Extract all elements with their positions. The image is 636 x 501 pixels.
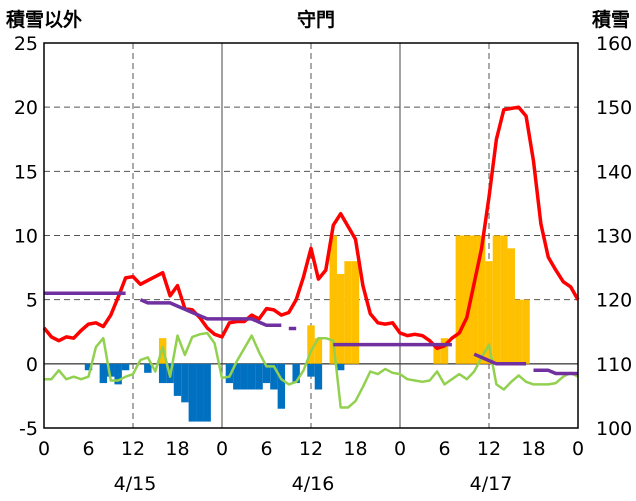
bar [233,363,241,390]
bar [455,235,464,364]
x-tick-label: 0 [394,438,406,460]
bar [262,363,271,384]
bar [188,363,197,422]
bars [84,235,530,422]
bar [307,363,315,377]
x-tick-label: 6 [438,438,450,460]
bar [225,363,234,384]
right-axis-label: 積雪 [592,8,630,31]
right-tick-label: 110 [596,354,632,376]
lines [42,105,580,409]
bar [336,363,345,371]
bar [463,235,471,364]
bar [492,235,501,364]
bar [336,274,345,364]
bar [485,261,493,364]
right-tick-label: 160 [596,33,632,55]
bar [99,363,108,384]
bar [307,325,315,364]
purple-series-line [473,352,527,366]
right-tick-label: 140 [596,161,632,183]
x-tick-label: 6 [82,438,94,460]
right-tick-label: 120 [596,290,632,312]
bar [144,363,152,373]
bar [433,344,441,364]
right-tick-label: 100 [596,418,632,440]
bar [181,363,189,403]
bar [507,248,515,364]
x-tick-label: 18 [343,438,367,460]
bar [84,363,93,371]
bar [270,363,278,390]
purple-series-line [139,298,282,328]
bar [329,235,337,364]
plot-frame [43,42,579,429]
x-tick-label: 18 [165,438,189,460]
bar [277,363,286,409]
bar [344,261,352,364]
left-tick-label: -5 [19,418,38,440]
x-tick-label: 12 [477,438,501,460]
bar [173,363,182,396]
bar [107,363,115,377]
x-tick-label: 0 [38,438,50,460]
left-tick-label: 25 [14,33,38,55]
bar [514,299,523,364]
left-tick-label: 0 [26,354,38,376]
x-tick-label: 12 [121,438,145,460]
left-tick-label: 5 [26,290,38,312]
date-label: 4/17 [470,473,513,495]
bar [470,235,478,364]
x-tick-label: 12 [299,438,323,460]
date-label: 4/16 [292,473,335,495]
bar [158,363,167,384]
bar [203,363,211,422]
green-series-line [44,331,579,409]
bar [255,363,263,390]
bar [247,363,256,390]
bar [477,235,486,364]
bar [522,299,530,364]
left-tick-label: 10 [14,226,38,248]
right-tick-label: 150 [596,97,632,119]
left-tick-label: 15 [14,161,38,183]
left-axis-label: 積雪以外 [6,8,82,31]
bar [240,363,248,390]
x-tick-label: 6 [260,438,272,460]
chart-title: 守門 [297,8,335,31]
bar [314,338,323,364]
bar [440,338,449,364]
bar [314,363,323,390]
right-tick-label: 130 [596,226,632,248]
bar [196,363,204,422]
bar [114,363,122,385]
bar [121,363,130,371]
left-tick-label: 20 [14,97,38,119]
bar [500,235,508,364]
x-tick-label: 18 [521,438,545,460]
bar [292,363,300,384]
purple-series-line [533,368,578,376]
x-tick-label: 0 [572,438,584,460]
bar [351,261,360,364]
red-series-line [42,105,580,351]
x-tick-label: 0 [216,438,228,460]
date-label: 4/15 [114,473,157,495]
